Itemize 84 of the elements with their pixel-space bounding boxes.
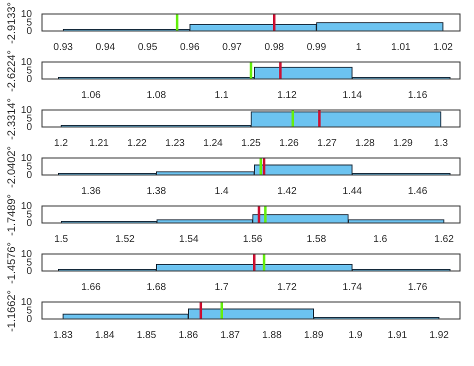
y-axis-title: -1.1662° — [6, 290, 18, 332]
x-tick-label: 1.42 — [277, 186, 298, 197]
x-tick-label: 1.52 — [115, 234, 136, 245]
x-tick-label: 1.54 — [179, 234, 199, 245]
x-tick-label: 1.7 — [214, 282, 229, 293]
x-tick-label: 1.72 — [277, 282, 298, 293]
x-tick-label: 1.83 — [53, 330, 74, 341]
x-tick-label: 1.5 — [54, 234, 69, 245]
x-tick-label: 1.4 — [214, 186, 229, 197]
x-tick-label: 0.94 — [96, 42, 116, 53]
x-tick-label: 1.36 — [81, 186, 102, 197]
x-tick-label: 1.08 — [146, 90, 166, 101]
x-tick-label: 0.99 — [306, 42, 327, 53]
y-tick-label: 5 — [26, 257, 32, 268]
x-tick-label: 1.28 — [355, 138, 376, 149]
x-tick-label: 1.22 — [127, 138, 148, 149]
x-tick-label: 1.68 — [146, 282, 166, 293]
y-axis-title: -2.6224° — [6, 50, 18, 92]
x-tick-label: 1.6 — [373, 234, 388, 245]
x-tick-label: 0.93 — [53, 42, 74, 53]
y-tick-label: 5 — [26, 113, 32, 124]
y-tick-label: 10 — [20, 296, 32, 308]
y-axis-title: -1.7489° — [6, 194, 18, 236]
y-axis-title: -2.9133° — [6, 2, 18, 44]
x-tick-label: 1 — [356, 42, 362, 53]
y-tick-label: 0 — [26, 122, 32, 133]
x-tick-label: 1.74 — [342, 282, 362, 293]
x-tick-label: 1.56 — [242, 234, 263, 245]
x-tick-label: 1.02 — [433, 42, 454, 53]
x-tick-label: 1.1 — [214, 90, 229, 101]
x-tick-label: 1.38 — [146, 186, 166, 197]
x-tick-label: 1.91 — [388, 330, 408, 341]
y-tick-label: 10 — [20, 56, 32, 68]
x-tick-label: 1.06 — [81, 90, 102, 101]
x-tick-label: 1.86 — [178, 330, 198, 341]
y-tick-label: 5 — [26, 209, 32, 220]
x-tick-label: 1.85 — [136, 330, 157, 341]
y-axis-title: -2.0402° — [6, 146, 18, 188]
y-tick-label: 10 — [20, 152, 32, 164]
x-tick-label: 1.29 — [393, 138, 414, 149]
y-tick-label: 0 — [26, 26, 32, 37]
x-tick-label: 0.95 — [138, 42, 158, 53]
x-tick-label: 1.9 — [348, 330, 363, 341]
x-tick-label: 1.89 — [304, 330, 324, 341]
y-tick-label: 0 — [26, 314, 32, 325]
y-tick-label: 5 — [26, 161, 32, 172]
x-tick-label: 1.12 — [277, 90, 298, 101]
y-tick-label: 0 — [26, 170, 32, 181]
x-tick-label: 1.84 — [94, 330, 115, 341]
x-tick-label: 1.16 — [408, 90, 428, 101]
y-tick-label: 0 — [26, 266, 32, 277]
x-tick-label: 1.46 — [408, 186, 428, 197]
x-tick-label: 1.76 — [408, 282, 428, 293]
y-tick-label: 5 — [26, 17, 32, 28]
x-tick-label: 1.88 — [262, 330, 282, 341]
x-tick-label: 1.21 — [89, 138, 110, 149]
x-tick-label: 0.98 — [264, 42, 284, 53]
x-tick-label: 1.3 — [434, 138, 448, 149]
x-tick-label: 1.87 — [220, 330, 240, 341]
x-tick-label: 1.62 — [434, 234, 454, 245]
x-tick-label: 1.66 — [81, 282, 102, 293]
x-tick-label: 1.27 — [317, 138, 338, 149]
x-tick-label: 1.2 — [54, 138, 68, 149]
x-tick-label: 1.44 — [342, 186, 362, 197]
y-tick-label: 10 — [20, 104, 32, 116]
y-tick-label: 5 — [26, 305, 32, 316]
x-tick-label: 1.23 — [165, 138, 186, 149]
x-tick-label: 1.14 — [342, 90, 362, 101]
y-tick-label: 10 — [20, 8, 32, 20]
y-tick-label: 10 — [20, 248, 32, 260]
y-tick-label: 0 — [26, 218, 32, 229]
x-tick-label: 1.26 — [279, 138, 300, 149]
x-tick-label: 1.24 — [203, 138, 224, 149]
y-tick-label: 0 — [26, 74, 32, 85]
x-tick-label: 1.92 — [429, 330, 450, 341]
y-tick-label: 10 — [20, 200, 32, 212]
y-tick-label: 5 — [26, 65, 32, 76]
x-tick-label: 0.97 — [222, 42, 242, 53]
y-axis-title: -1.4576° — [6, 242, 18, 284]
x-tick-label: 0.96 — [180, 42, 200, 53]
x-tick-label: 1.25 — [241, 138, 262, 149]
y-axis-title: -2.3314° — [6, 98, 18, 140]
x-tick-label: 1.58 — [306, 234, 327, 245]
x-tick-label: 1.01 — [391, 42, 412, 53]
